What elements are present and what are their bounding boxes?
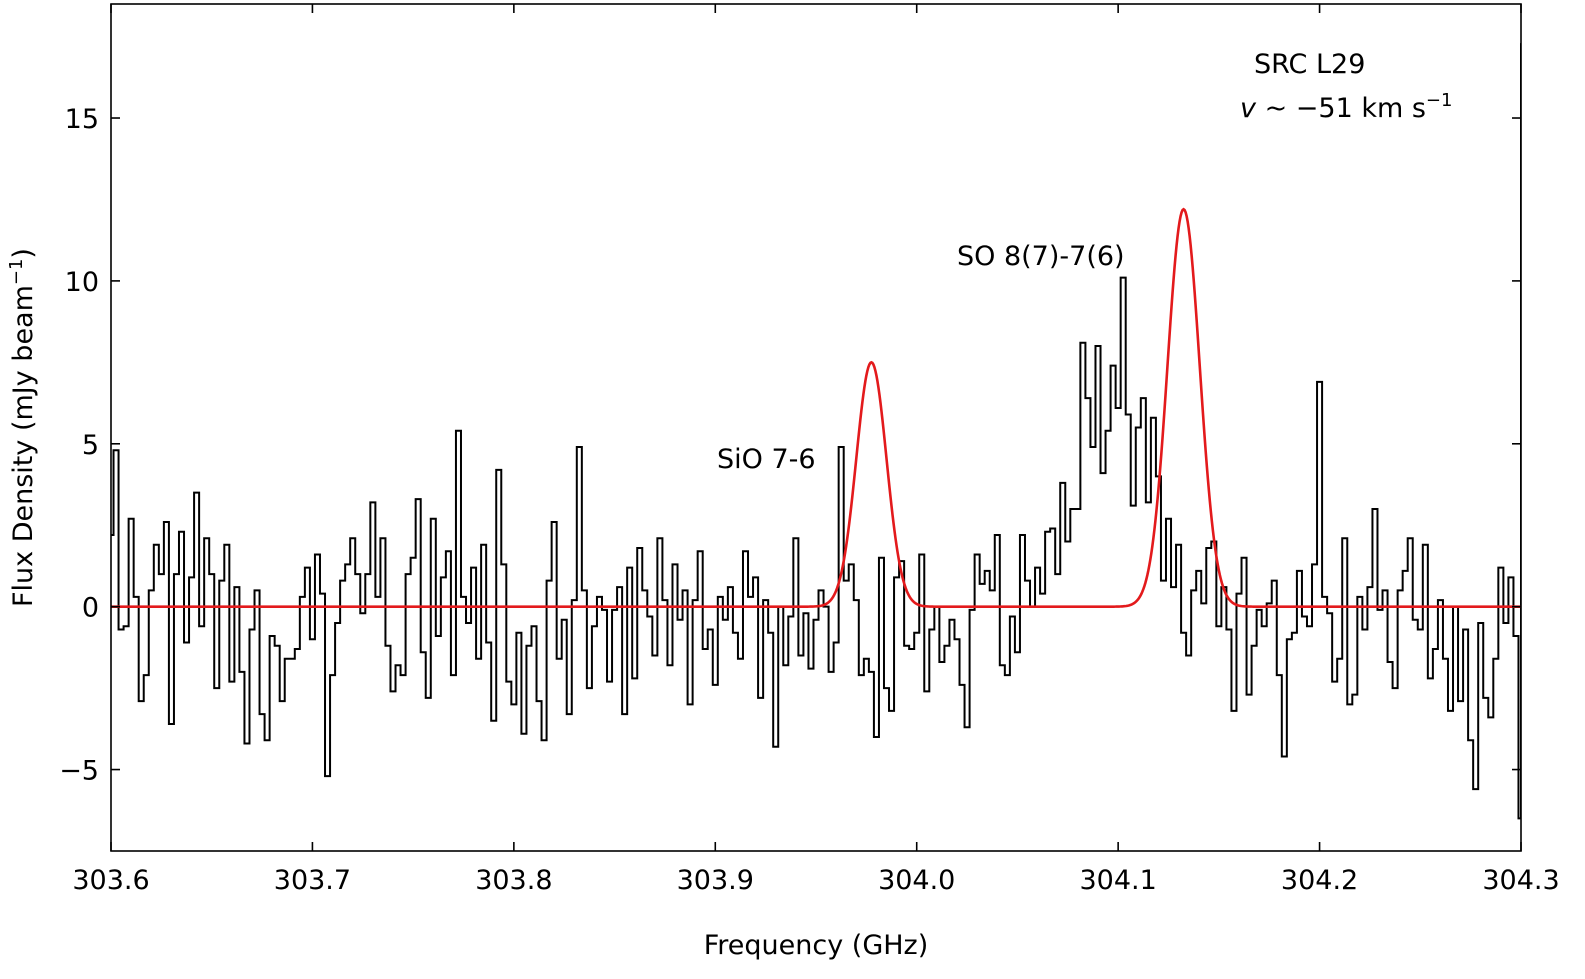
y-axis-label-superscript: −1 [6,259,27,286]
sio-line-label: SiO 7-6 [717,444,816,475]
x-tick-label: 304.1 [1079,865,1156,896]
so-line-label: SO 8(7)-7(6) [957,241,1125,272]
y-tick-label: 0 [82,593,99,624]
source-annotation: SRC L29 [1254,49,1365,80]
y-axis-label: Flux Density (mJy beam−1) [6,248,39,607]
x-tick-label: 304.0 [878,865,955,896]
x-axis-label: Frequency (GHz) [704,930,929,961]
x-tick-label: 304.2 [1281,865,1358,896]
x-tick-label: 303.6 [72,865,149,896]
velocity-annotation: v ~ −51 km s−1 [1240,90,1452,124]
y-tick-label: 10 [65,267,99,298]
plot-frame [110,3,1522,852]
y-tick-label: −5 [59,756,99,787]
y-tick-label: 15 [65,104,99,135]
x-tick-label: 304.3 [1482,865,1559,896]
y-tick-label: 5 [82,430,99,461]
x-tick-label: 303.9 [677,865,754,896]
gaussian-fit-line [111,207,1521,608]
plot-layer [111,43,1521,820]
spectrum-step-line [111,43,1521,820]
y-axis-label-close: ) [8,248,39,259]
x-tick-label: 303.8 [475,865,552,896]
axis-ticks: 303.6 303.7 303.8 303.9 304.0 304.1 304.2 304.3… [59,4,1560,896]
x-tick-label: 303.7 [274,865,351,896]
